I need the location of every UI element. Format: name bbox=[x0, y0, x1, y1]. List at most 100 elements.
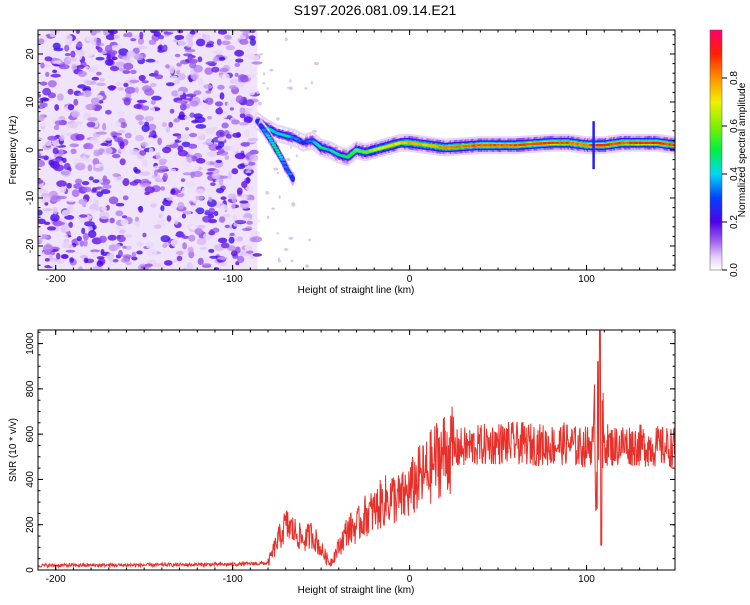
noise-blob bbox=[108, 74, 117, 80]
noise-blob bbox=[202, 141, 214, 146]
noise-blob bbox=[115, 202, 125, 207]
noise-blob bbox=[109, 30, 114, 36]
noise-blob bbox=[136, 99, 148, 103]
noise-blob bbox=[52, 69, 58, 74]
noise-blob bbox=[187, 246, 194, 253]
noise-blob bbox=[141, 105, 150, 111]
noise-blob bbox=[55, 262, 66, 269]
top-y-ticks: -20 -10 0 10 20 bbox=[25, 34, 675, 266]
noise-speck bbox=[257, 101, 262, 106]
noise-blob bbox=[100, 108, 104, 114]
noise-blob bbox=[239, 200, 249, 204]
noise-blob bbox=[196, 224, 206, 229]
noise-blob bbox=[81, 88, 92, 92]
noise-blob bbox=[240, 142, 250, 147]
noise-blob bbox=[113, 33, 123, 41]
noise-blob bbox=[38, 236, 43, 244]
ridge-cell bbox=[281, 162, 287, 165]
noise-blob bbox=[141, 124, 150, 133]
ridge-cell bbox=[261, 128, 266, 131]
noise-speck bbox=[288, 86, 293, 90]
noise-blob bbox=[174, 53, 181, 58]
noise-blob bbox=[202, 263, 212, 267]
noise-blob bbox=[180, 178, 186, 183]
noise-blob bbox=[83, 79, 91, 85]
noise-blob bbox=[153, 263, 162, 268]
noise-blob bbox=[102, 184, 112, 189]
noise-blob bbox=[38, 179, 44, 185]
noise-blob bbox=[81, 156, 87, 162]
noise-blob bbox=[227, 193, 237, 200]
noise-blob bbox=[50, 73, 61, 78]
noise-blob bbox=[136, 250, 143, 255]
ridge-cell bbox=[287, 172, 293, 176]
noise-speck bbox=[266, 87, 269, 90]
noise-blob bbox=[239, 39, 249, 45]
snr-panel: -200 -100 0 100 0 200 400 600 800 1000 Height of… bbox=[8, 329, 676, 596]
noise-blob bbox=[38, 183, 43, 191]
ridge-cell bbox=[267, 136, 272, 140]
noise-blob bbox=[65, 249, 76, 253]
noise-blob bbox=[88, 230, 97, 239]
colorbar-tick-label: 0.0 bbox=[729, 263, 740, 277]
noise-blob bbox=[162, 199, 174, 207]
noise-blob bbox=[232, 214, 237, 222]
noise-blob bbox=[39, 122, 47, 127]
noise-speck bbox=[263, 72, 266, 76]
y-tick-label: -20 bbox=[25, 238, 36, 253]
noise-blob bbox=[53, 85, 63, 91]
noise-blob bbox=[242, 217, 251, 221]
noise-blob bbox=[96, 260, 104, 267]
noise-blob bbox=[226, 101, 233, 109]
noise-speck bbox=[290, 259, 294, 263]
noise-blob bbox=[87, 209, 97, 214]
noise-blob bbox=[249, 68, 257, 75]
noise-blob bbox=[235, 261, 240, 266]
noise-blob bbox=[101, 206, 107, 212]
noise-blob bbox=[77, 70, 87, 77]
noise-blob bbox=[190, 171, 195, 179]
noise-blob bbox=[40, 62, 45, 69]
noise-speck bbox=[291, 202, 296, 207]
noise-blob bbox=[158, 34, 165, 40]
noise-blob bbox=[215, 187, 225, 194]
noise-blob bbox=[129, 124, 134, 131]
noise-blob bbox=[215, 129, 226, 138]
noise-blob bbox=[148, 137, 154, 141]
noise-blob bbox=[173, 121, 180, 126]
noise-blob bbox=[217, 256, 228, 260]
noise-blob bbox=[183, 53, 193, 57]
noise-blob bbox=[111, 132, 123, 136]
noise-blob bbox=[171, 90, 180, 97]
noise-blob bbox=[144, 88, 155, 96]
noise-blob bbox=[235, 95, 244, 104]
noise-blob bbox=[82, 204, 87, 207]
noise-speck bbox=[277, 257, 281, 262]
noise-blob bbox=[162, 122, 167, 128]
noise-blob bbox=[54, 164, 64, 172]
noise-blob bbox=[42, 208, 53, 212]
noise-blob bbox=[81, 181, 90, 186]
noise-blob bbox=[52, 42, 61, 50]
noise-blob bbox=[196, 237, 207, 246]
noise-blob bbox=[202, 103, 210, 110]
noise-blob bbox=[235, 58, 244, 63]
noise-blob bbox=[246, 250, 254, 254]
noise-blob bbox=[99, 77, 105, 82]
ridge-cell bbox=[276, 151, 281, 154]
noise-blob bbox=[116, 234, 126, 243]
noise-blob bbox=[60, 254, 69, 259]
noise-blob bbox=[49, 32, 57, 38]
ridge-cell bbox=[286, 170, 291, 173]
noise-blob bbox=[134, 169, 141, 174]
noise-blob bbox=[170, 75, 178, 80]
noise-blob bbox=[197, 56, 203, 63]
noise-blob bbox=[92, 179, 100, 184]
noise-blob bbox=[83, 143, 91, 149]
noise-blob bbox=[234, 49, 245, 57]
noise-blob bbox=[204, 67, 214, 75]
noise-blob bbox=[160, 186, 165, 191]
noise-blob bbox=[239, 107, 246, 114]
noise-blob bbox=[102, 175, 108, 182]
noise-blob bbox=[121, 215, 128, 219]
